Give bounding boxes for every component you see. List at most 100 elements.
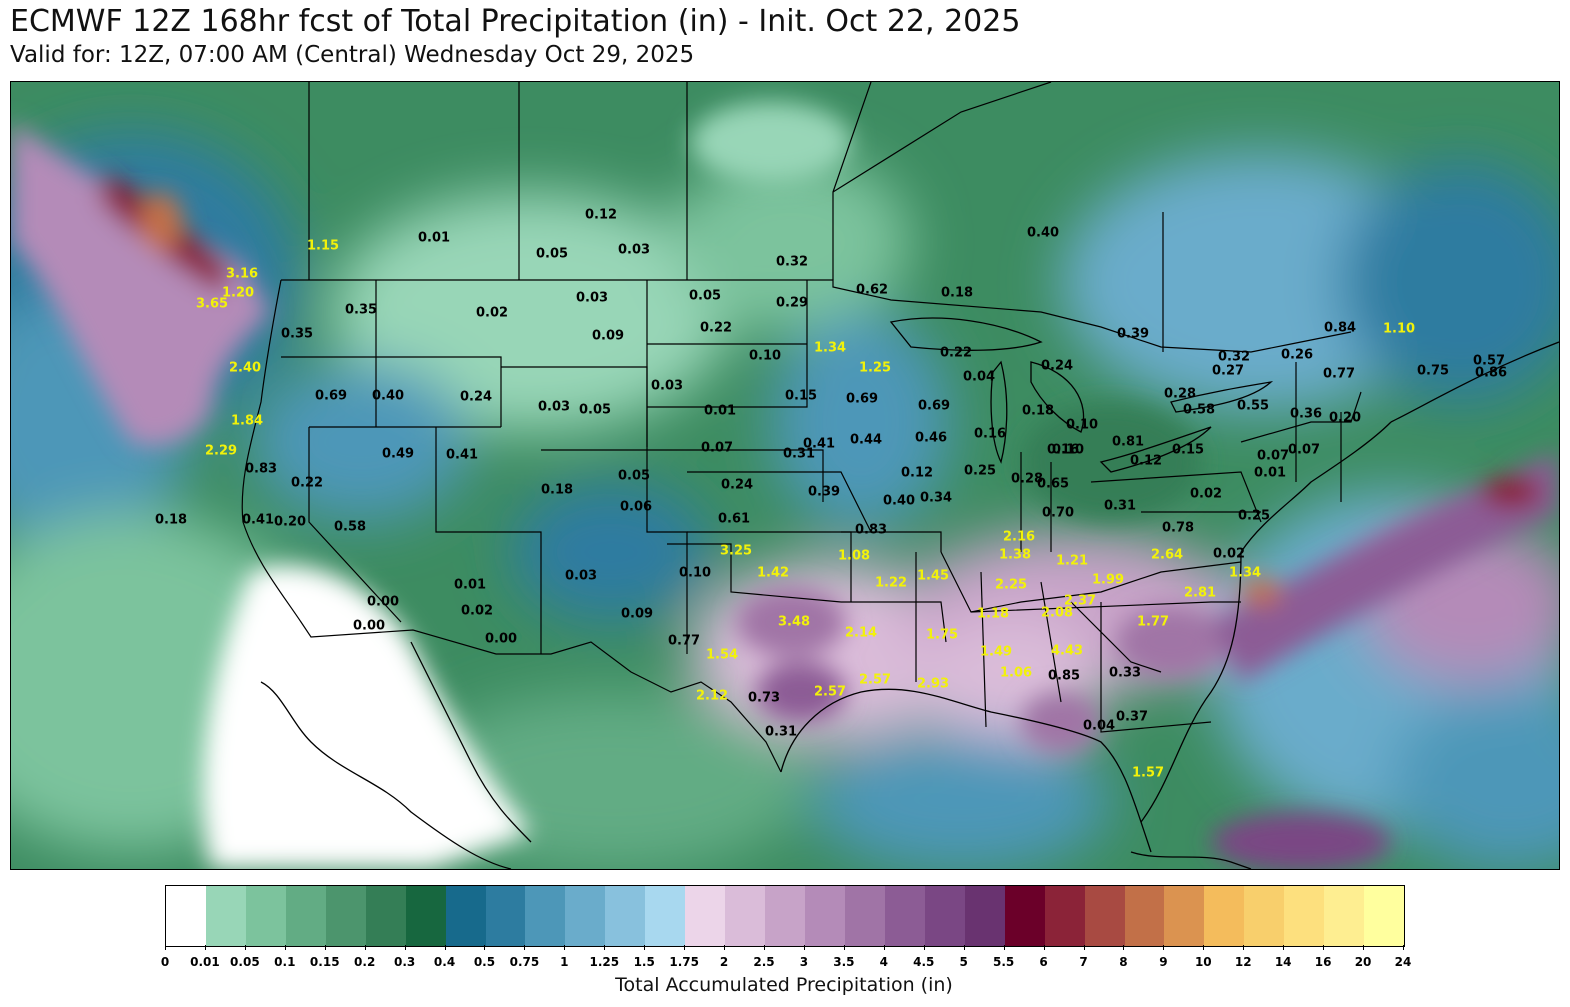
precip-value-label: 0.12 (1129, 453, 1163, 469)
precip-value-label: 0.05 (617, 468, 651, 484)
precip-value-label: 0.05 (578, 402, 612, 418)
precip-value-label: 0.22 (939, 345, 973, 361)
colorbar-label: Total Accumulated Precipitation (in) (615, 974, 953, 996)
colorbar-tick-mark (564, 945, 566, 950)
colorbar-tick-label: 5 (959, 955, 968, 969)
colorbar-tick-label: 1.5 (633, 955, 655, 969)
colorbar-tick-label: 20 (1354, 955, 1372, 969)
precip-value-label: 0.33 (1108, 665, 1142, 681)
precip-value-label: 0.10 (1065, 417, 1099, 433)
precip-value-label: 0.10 (748, 348, 782, 364)
precip-value-label: 1.08 (837, 548, 871, 564)
precip-value-label: 0.75 (1416, 363, 1450, 379)
colorbar-tick-label: 9 (1159, 955, 1168, 969)
precip-value-label: 0.44 (849, 432, 883, 448)
colorbar-tick-label: 0.5 (473, 955, 496, 969)
precip-value-label: 0.03 (617, 242, 651, 258)
colorbar-tick-mark (1123, 945, 1125, 950)
precip-value-label: 1.10 (1382, 321, 1416, 337)
colorbar-tick-label: 0.05 (230, 955, 260, 969)
precip-value-label: 0.31 (782, 446, 816, 462)
colorbar-swatch (844, 886, 885, 946)
precip-value-label: 1.38 (998, 547, 1032, 563)
precip-value-label: 0.34 (919, 490, 953, 506)
precip-value-label: 0.25 (1237, 508, 1271, 524)
colorbar-tick-label: 7 (1079, 955, 1088, 969)
colorbar-tick-label: 5.5 (993, 955, 1015, 969)
colorbar-tick-label: 0.15 (309, 955, 340, 969)
precip-value-label: 0.24 (459, 389, 493, 405)
precip-value-label: 1.21 (1055, 553, 1089, 569)
colorbar-swatch (765, 886, 805, 946)
precip-value-label: 0.55 (1236, 398, 1270, 414)
colorbar-tick-mark (1003, 945, 1005, 950)
precip-value-label: 1.20 (221, 285, 255, 301)
precip-value-label: 0.07 (700, 440, 734, 456)
colorbar-tick-label: 12 (1234, 955, 1252, 969)
precip-value-label: 0.32 (1217, 349, 1251, 365)
colorbar-swatch (725, 886, 766, 946)
colorbar-tick-mark (1323, 945, 1325, 950)
colorbar-ticks: 0 0.01 0.05 0.1 0.15 0.2 0.3 0.4 0.5 0.75 1 1.25 1.5… (161, 955, 1412, 971)
precip-value-label: 1.84 (230, 413, 264, 429)
precip-value-label: 0.85 (1047, 668, 1081, 684)
colorbar-tick-mark (484, 945, 486, 950)
precip-value-label: 0.27 (1211, 363, 1245, 379)
colorbar-tick-mark (843, 945, 845, 950)
precip-value-label: 0.00 (366, 594, 400, 610)
precip-value-label: 0.69 (917, 398, 951, 414)
precip-value-label: 1.49 (979, 644, 1013, 660)
precip-value-label: 2.93 (916, 676, 950, 692)
colorbar-swatch (1084, 886, 1125, 946)
precip-value-label: 0.15 (1171, 442, 1205, 458)
precip-value-label: 0.78 (1161, 520, 1195, 536)
precip-value-label: 1.45 (916, 568, 950, 584)
colorbar-tick-label: 1 (560, 955, 569, 969)
precip-value-label: 0.16 (1046, 442, 1080, 458)
precip-value-label: 0.39 (1116, 326, 1150, 342)
precip-value-label: 0.06 (619, 499, 653, 515)
precip-value-label: 0.37 (1115, 709, 1149, 725)
colorbar-tick-mark (1203, 945, 1205, 950)
precip-value-label: 1.25 (858, 360, 892, 376)
precip-value-label: 0.31 (764, 724, 798, 740)
colorbar-swatch (964, 886, 1005, 946)
colorbar-swatch (405, 886, 446, 946)
colorbar-swatch (285, 886, 326, 946)
precip-value-label: 0.18 (154, 512, 188, 528)
precip-value-label: 0.61 (717, 511, 751, 527)
colorbar-tick-mark (204, 945, 206, 950)
precip-value-label: 0.58 (1182, 402, 1216, 418)
precip-value-label: 0.83 (244, 461, 278, 477)
precip-value-label: 0.73 (747, 690, 781, 706)
colorbar-swatch (1284, 886, 1325, 946)
precip-value-label: 0.28 (1010, 471, 1044, 487)
precip-value-label: 0.03 (564, 568, 598, 584)
precip-value-label: 2.37 (1063, 593, 1097, 609)
colorbar-tick-mark (644, 945, 646, 950)
colorbar-swatch (205, 886, 246, 946)
colorbar-tick-mark (604, 945, 606, 950)
precip-value-label: 3.65 (195, 296, 229, 312)
precip-value-label: 4.43 (1050, 643, 1084, 659)
precip-value-label: 0.05 (688, 288, 722, 304)
precip-value-label: 0.22 (290, 475, 324, 491)
colorbar-swatch (645, 886, 686, 946)
precip-value-label: 0.41 (802, 436, 836, 452)
colorbar-tick-label: 0.4 (433, 955, 456, 969)
colorbar-tick-mark (364, 945, 366, 950)
precip-value-label: 3.25 (719, 543, 753, 559)
colorbar-tick-mark (284, 945, 286, 950)
colorbar-swatch (365, 886, 406, 946)
precip-value-label: 0.00 (352, 618, 386, 634)
precip-value-label: 1.99 (1091, 572, 1125, 588)
precip-value-label: 0.09 (591, 328, 625, 344)
precip-value-label: 0.41 (241, 512, 275, 528)
precip-value-label: 2.40 (228, 360, 262, 376)
precip-value-label: 2.16 (1002, 529, 1036, 545)
colorbar-swatch (805, 886, 845, 946)
precipitation-field (11, 82, 1559, 869)
precip-value-label: 2.25 (994, 577, 1028, 593)
precip-value-label: 0.07 (1287, 442, 1321, 458)
precip-value-label: 0.81 (1111, 434, 1145, 450)
